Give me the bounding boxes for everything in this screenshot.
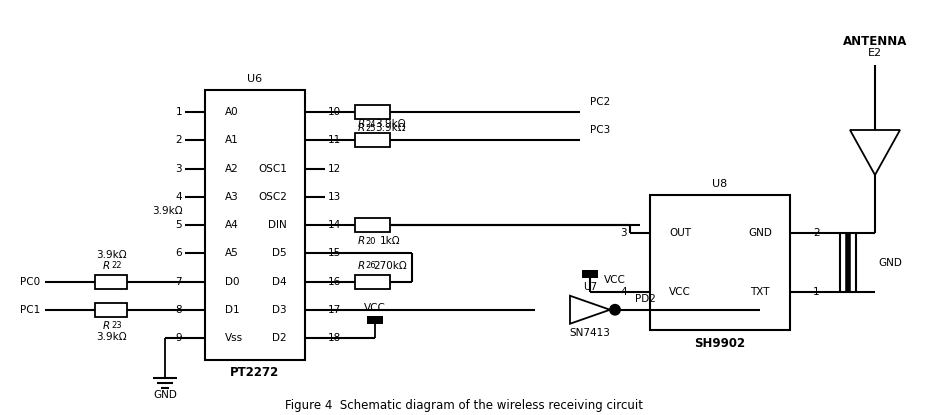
Bar xyxy=(354,105,390,119)
Text: GND: GND xyxy=(153,390,176,400)
Text: VCC: VCC xyxy=(668,287,690,297)
Text: PD2: PD2 xyxy=(635,294,655,304)
Bar xyxy=(95,274,127,288)
Text: 25: 25 xyxy=(365,124,376,132)
Text: OUT: OUT xyxy=(668,228,690,238)
Text: D5: D5 xyxy=(272,248,287,258)
Text: GND: GND xyxy=(877,257,901,268)
Text: D2: D2 xyxy=(272,333,287,343)
Text: 14: 14 xyxy=(328,220,341,230)
Text: 2: 2 xyxy=(812,228,818,238)
Text: PC0: PC0 xyxy=(19,276,40,286)
Text: R: R xyxy=(357,119,365,129)
Bar xyxy=(581,270,598,278)
Text: R: R xyxy=(357,261,365,271)
Text: D3: D3 xyxy=(272,305,287,315)
Text: 13: 13 xyxy=(328,192,341,202)
Text: Figure 4  Schematic diagram of the wireless receiving circuit: Figure 4 Schematic diagram of the wirele… xyxy=(285,398,642,412)
Text: 1kΩ: 1kΩ xyxy=(380,236,400,246)
Text: 7: 7 xyxy=(175,276,182,286)
Text: TXT: TXT xyxy=(750,287,769,297)
Text: 270kΩ: 270kΩ xyxy=(373,261,407,271)
Text: PC3: PC3 xyxy=(589,125,610,135)
Text: A5: A5 xyxy=(225,248,238,258)
Text: A1: A1 xyxy=(225,135,238,145)
Text: A0: A0 xyxy=(225,107,238,117)
Text: 23: 23 xyxy=(110,321,122,330)
Text: 3.9kΩ: 3.9kΩ xyxy=(375,123,406,133)
Circle shape xyxy=(610,305,619,315)
Text: PC2: PC2 xyxy=(589,97,610,107)
Text: SN7413: SN7413 xyxy=(569,328,610,338)
Text: E2: E2 xyxy=(867,48,881,58)
Text: 9: 9 xyxy=(175,333,182,343)
Text: 4: 4 xyxy=(175,192,182,202)
Text: D1: D1 xyxy=(225,305,239,315)
Text: 2: 2 xyxy=(175,135,182,145)
Text: 3.9kΩ: 3.9kΩ xyxy=(96,249,126,259)
Text: PC1: PC1 xyxy=(19,305,40,315)
Bar xyxy=(354,133,390,147)
Text: 11: 11 xyxy=(328,135,341,145)
Text: R: R xyxy=(103,321,110,331)
Text: A3: A3 xyxy=(225,192,238,202)
Text: 5: 5 xyxy=(175,220,182,230)
Text: R: R xyxy=(103,261,110,271)
Bar xyxy=(95,303,127,317)
Text: U7: U7 xyxy=(582,282,597,292)
Text: 15: 15 xyxy=(328,248,341,258)
Text: A2: A2 xyxy=(225,164,238,173)
Text: VCC: VCC xyxy=(364,303,385,313)
Text: Vss: Vss xyxy=(225,333,243,343)
Text: 1: 1 xyxy=(812,287,818,297)
Text: OSC1: OSC1 xyxy=(258,164,287,173)
Text: 10: 10 xyxy=(328,107,341,117)
Text: ANTENNA: ANTENNA xyxy=(842,34,907,47)
Text: 22: 22 xyxy=(110,261,122,270)
Text: DIN: DIN xyxy=(268,220,287,230)
Text: D0: D0 xyxy=(225,276,239,286)
Text: U8: U8 xyxy=(712,179,727,189)
Text: 3.9kΩ: 3.9kΩ xyxy=(96,332,126,342)
Text: R: R xyxy=(357,123,365,133)
Text: OSC2: OSC2 xyxy=(258,192,287,202)
Text: 1: 1 xyxy=(175,107,182,117)
Bar xyxy=(650,195,789,330)
Text: 20: 20 xyxy=(365,237,376,246)
Bar xyxy=(205,90,304,360)
Text: 12: 12 xyxy=(328,164,341,173)
Text: 3: 3 xyxy=(620,228,626,238)
Text: 6: 6 xyxy=(175,248,182,258)
Bar xyxy=(367,316,382,324)
Text: D4: D4 xyxy=(272,276,287,286)
Text: 16: 16 xyxy=(328,276,341,286)
Text: SH9902: SH9902 xyxy=(694,337,745,349)
Text: 26: 26 xyxy=(365,261,376,270)
Bar xyxy=(354,218,390,232)
Text: 24: 24 xyxy=(365,120,376,129)
Text: 3: 3 xyxy=(175,164,182,173)
Text: 4: 4 xyxy=(620,287,626,297)
Text: 3.9kΩ: 3.9kΩ xyxy=(152,206,183,216)
Text: VCC: VCC xyxy=(603,275,625,285)
Text: R: R xyxy=(357,236,365,246)
Text: GND: GND xyxy=(747,228,771,238)
Bar xyxy=(354,274,390,288)
Text: A4: A4 xyxy=(225,220,238,230)
Text: 17: 17 xyxy=(328,305,341,315)
Text: 3.9kΩ: 3.9kΩ xyxy=(375,119,406,129)
Text: 18: 18 xyxy=(328,333,341,343)
Text: 8: 8 xyxy=(175,305,182,315)
Text: U6: U6 xyxy=(247,74,263,84)
Text: PT2272: PT2272 xyxy=(230,366,279,378)
